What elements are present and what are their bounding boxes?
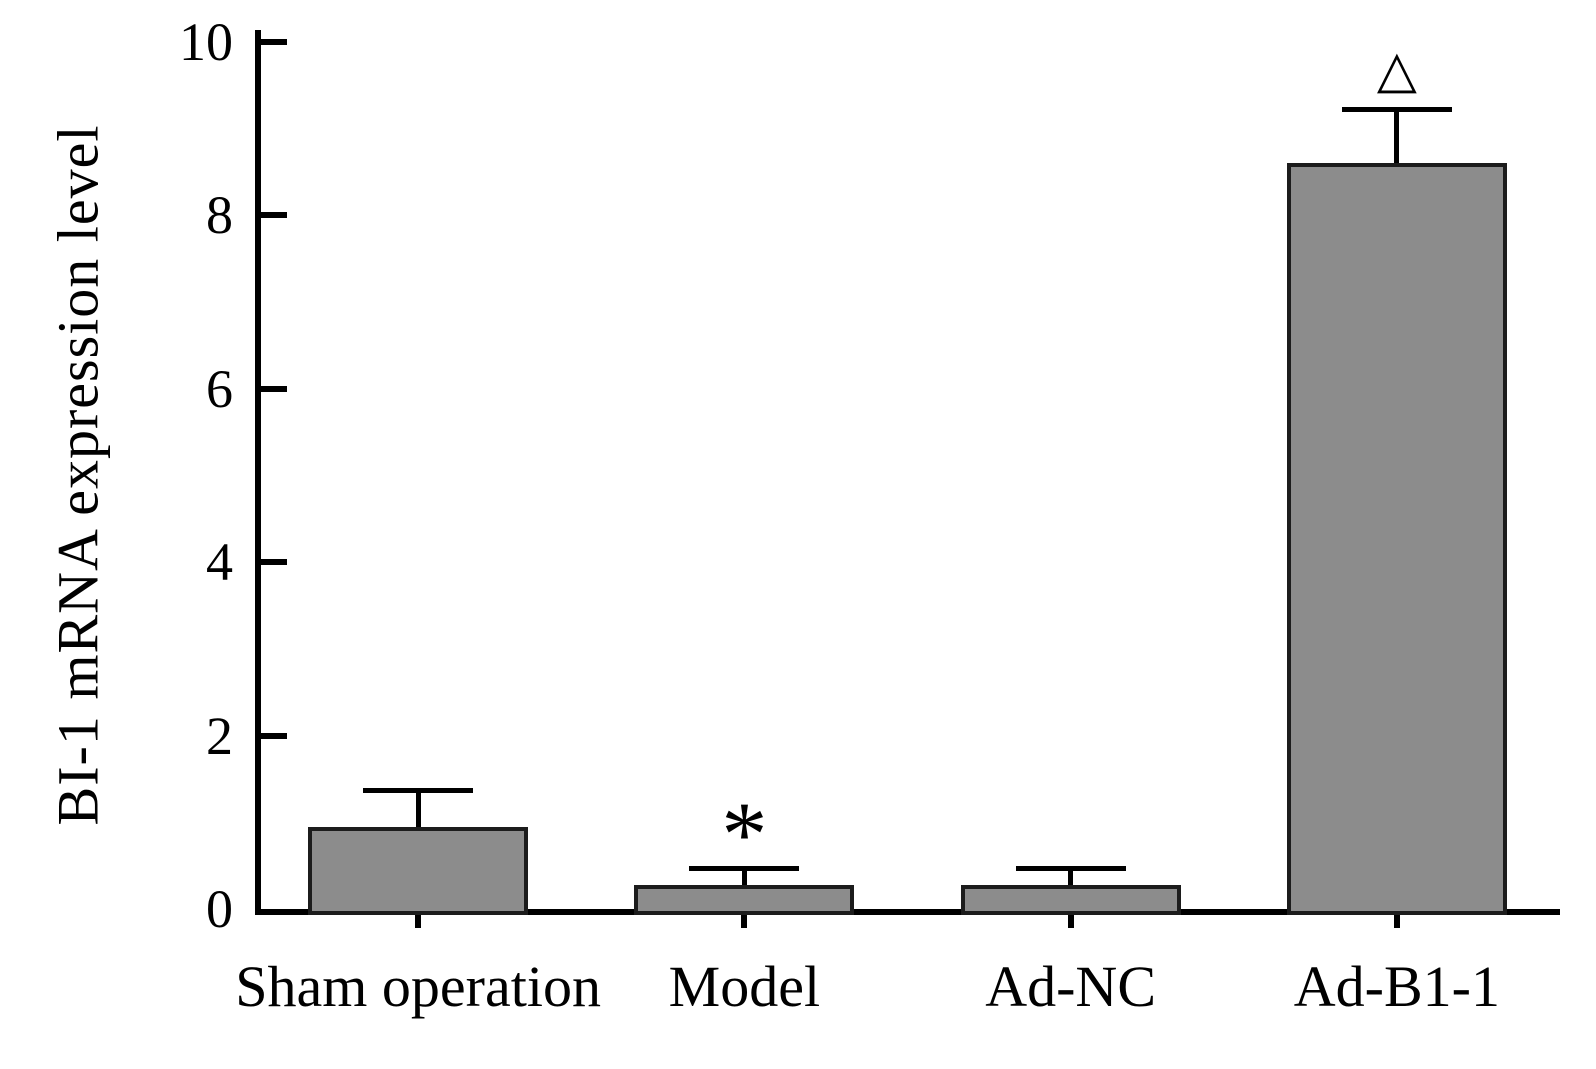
y-tick-label: 6	[206, 358, 233, 419]
error-bar-cap	[689, 865, 800, 871]
y-tick-label: 8	[206, 185, 233, 246]
error-bar-line	[1068, 865, 1074, 885]
error-bar-cap	[1341, 107, 1452, 113]
y-tick-label: 0	[206, 879, 233, 939]
y-tick-mark	[261, 559, 287, 566]
y-tick-mark	[261, 732, 287, 739]
x-category-label: Ad-B1-1	[1293, 954, 1500, 1019]
significance-marker: △	[1376, 42, 1417, 100]
bar	[308, 826, 529, 915]
error-bar-line	[741, 865, 747, 885]
y-tick-mark	[261, 385, 287, 392]
x-tick-mark	[1393, 915, 1400, 928]
x-category-label: Ad-NC	[985, 954, 1157, 1019]
plot-area: 0 2 4 6 8 10 * △ Sham operation Model Ad-NC Ad-B1…	[179, 12, 1560, 1019]
significance-marker: *	[721, 782, 768, 885]
error-bar-line	[415, 787, 421, 827]
y-axis-title: BI-1 mRNA expression level	[45, 124, 111, 826]
bar	[1286, 163, 1507, 915]
y-tick-label: 10	[179, 12, 233, 72]
error-bar-line	[1394, 107, 1400, 164]
x-tick-mark	[1067, 915, 1074, 928]
y-tick-mark	[261, 212, 287, 219]
x-category-label: Model	[668, 954, 821, 1019]
x-tick-mark	[741, 915, 748, 928]
y-axis-line	[255, 30, 261, 915]
y-tick-mark	[261, 39, 287, 45]
x-axis-line	[255, 909, 1560, 915]
error-bar-cap	[363, 787, 474, 793]
bar	[960, 884, 1181, 915]
error-bar-cap	[1015, 865, 1126, 871]
y-tick-label: 2	[206, 705, 233, 766]
x-category-label: Sham operation	[235, 954, 601, 1019]
y-tick-label: 4	[206, 532, 233, 593]
x-tick-mark	[415, 915, 422, 928]
bar	[634, 884, 855, 915]
